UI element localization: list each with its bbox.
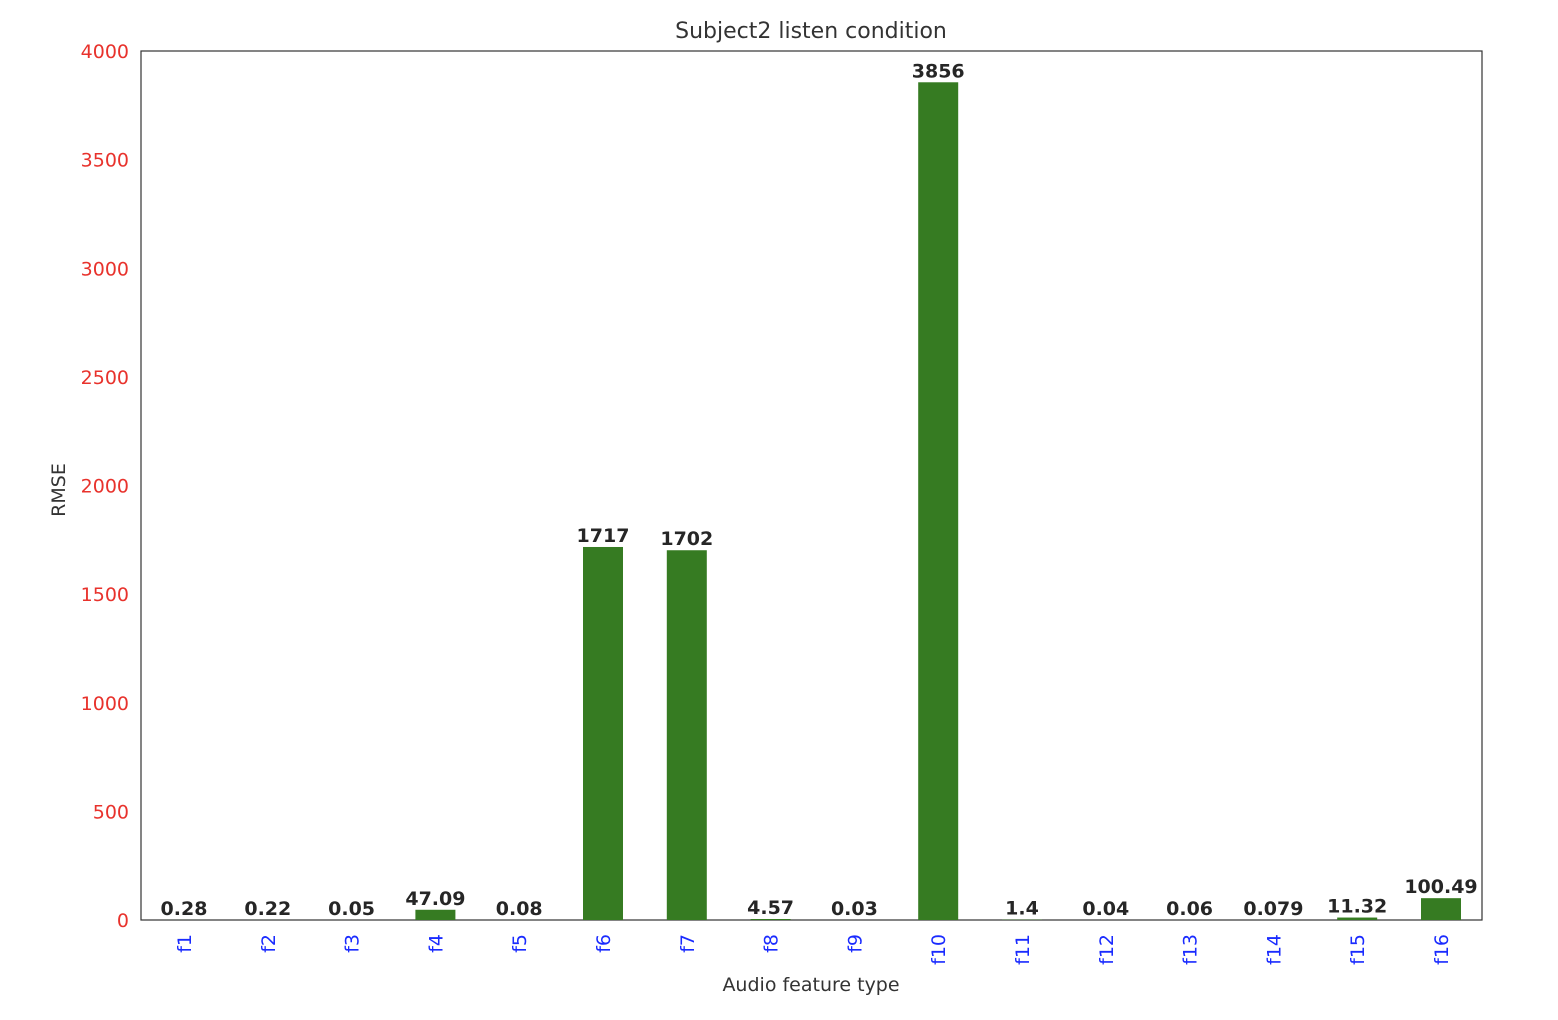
y-tick-500: 500 <box>93 801 129 823</box>
bar-f6 <box>583 546 623 920</box>
x-tick-f7: f7 <box>677 934 699 953</box>
x-tick-f6: f6 <box>593 934 615 953</box>
x-axis-ticks: f1 f2 f3 f4 f5 f6 f7 f8 f9 f10 f11 f12 f13 f14 f15 f16 <box>174 934 1453 965</box>
chart-title: Subject2 listen condition <box>675 19 947 44</box>
data-label-f6: 1717 <box>577 525 630 547</box>
bar-f4 <box>415 909 456 920</box>
x-axis-label: Audio feature type <box>722 974 899 996</box>
x-tick-f15: f15 <box>1347 934 1369 965</box>
plot-frame <box>140 50 1483 921</box>
bars-group <box>164 82 1461 920</box>
data-label-f14: 0.079 <box>1243 898 1303 920</box>
x-tick-f8: f8 <box>761 934 783 953</box>
x-tick-f5: f5 <box>509 934 531 953</box>
data-label-f5: 0.08 <box>496 898 543 920</box>
data-label-f12: 0.04 <box>1082 898 1129 920</box>
y-tick-1500: 1500 <box>81 584 129 606</box>
y-tick-2000: 2000 <box>81 476 129 498</box>
bar-f7 <box>666 550 707 920</box>
data-label-f10: 3856 <box>912 60 965 82</box>
x-tick-f13: f13 <box>1180 934 1202 965</box>
bar-f16 <box>1421 898 1461 920</box>
y-tick-1000: 1000 <box>81 693 129 715</box>
data-labels-group: 0.28 0.22 0.05 47.09 0.08 1717 1702 4.57 0.03 385… <box>161 60 1478 920</box>
y-tick-4000: 4000 <box>81 41 129 63</box>
data-label-f1: 0.28 <box>161 898 208 920</box>
y-tick-3000: 3000 <box>81 258 129 280</box>
data-label-f16: 100.49 <box>1404 876 1477 898</box>
x-tick-f3: f3 <box>342 934 364 953</box>
bar-f8 <box>750 919 791 920</box>
data-label-f2: 0.22 <box>244 898 291 920</box>
bar-f10 <box>918 82 959 920</box>
x-tick-f10: f10 <box>928 934 950 965</box>
data-label-f9: 0.03 <box>831 898 878 920</box>
y-axis-ticks: 0 500 1000 1500 2000 2500 3000 3500 4000 <box>81 41 129 932</box>
y-tick-2500: 2500 <box>81 367 129 389</box>
y-tick-0: 0 <box>117 910 129 932</box>
x-tick-f2: f2 <box>258 934 280 953</box>
x-tick-f14: f14 <box>1263 934 1285 965</box>
x-tick-f1: f1 <box>174 934 196 953</box>
data-label-f8: 4.57 <box>747 897 794 919</box>
bar-f15 <box>1337 917 1378 920</box>
data-label-f4: 47.09 <box>405 888 465 910</box>
x-tick-f4: f4 <box>425 934 447 953</box>
data-label-f13: 0.06 <box>1166 898 1213 920</box>
data-label-f15: 11.32 <box>1327 896 1387 918</box>
data-label-f11: 1.4 <box>1005 898 1039 920</box>
data-label-f7: 1702 <box>660 528 713 550</box>
x-tick-f12: f12 <box>1096 934 1118 965</box>
y-axis-label: RMSE <box>48 463 70 517</box>
data-label-f3: 0.05 <box>328 898 375 920</box>
x-tick-f11: f11 <box>1012 934 1034 965</box>
y-tick-3500: 3500 <box>81 150 129 172</box>
x-tick-f9: f9 <box>844 934 866 953</box>
x-tick-f16: f16 <box>1431 934 1453 965</box>
